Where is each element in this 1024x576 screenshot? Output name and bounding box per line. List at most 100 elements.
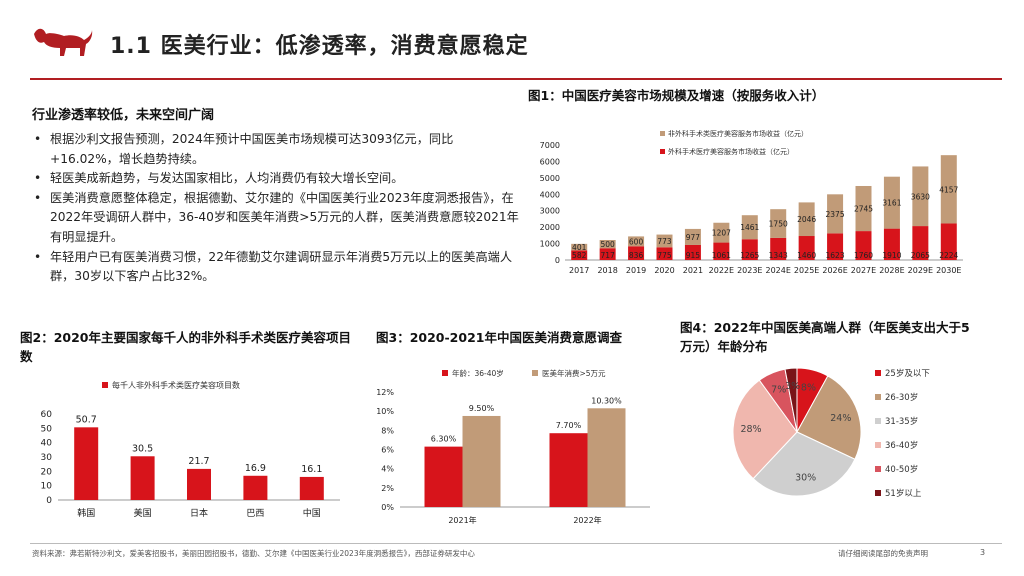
- bar-segment-non-surgical: [599, 240, 616, 249]
- bullet-item: 医美消费意愿整体稳定，根据德勤、艾尔建的《中国医美行业2023年度洞悉报告》，在…: [32, 189, 520, 248]
- x-tick-label: 2030E: [936, 266, 961, 275]
- legend-swatch: [102, 382, 108, 388]
- x-tick-label: 2028E: [879, 266, 904, 275]
- x-tick-label: 2024E: [766, 266, 791, 275]
- bar-segment-surgical: [656, 247, 673, 260]
- legend-label: 40-50岁: [885, 464, 918, 475]
- slice-label: 3%: [785, 381, 800, 392]
- y-tick-label: 30: [41, 453, 53, 463]
- bar-segment-surgical: [770, 237, 787, 260]
- y-tick-label: 4%: [381, 465, 394, 474]
- y-tick-label: 6000: [540, 157, 560, 166]
- bar-segment-surgical: [940, 223, 957, 260]
- data-label: 4157: [939, 185, 958, 194]
- y-tick-label: 6%: [381, 446, 394, 455]
- y-tick-label: 0%: [381, 503, 394, 512]
- legend-label: 年龄：36-40岁: [452, 368, 504, 378]
- y-tick-label: 50: [41, 424, 53, 434]
- bar-segment-surgical: [798, 236, 815, 260]
- bar-segment-non-surgical: [798, 202, 815, 237]
- x-tick-label: 美国: [134, 507, 152, 519]
- data-label: 2046: [797, 215, 816, 224]
- data-label: 50.7: [76, 414, 97, 425]
- bar-segment-non-surgical: [741, 215, 758, 240]
- legend-label: 医美年消费>5万元: [542, 368, 606, 378]
- data-label: 582: [572, 251, 587, 260]
- x-tick-label: 2017: [569, 266, 589, 275]
- data-label: 1750: [769, 220, 788, 229]
- bar-segment-surgical: [855, 231, 872, 260]
- y-tick-label: 0: [46, 496, 52, 506]
- bar: [549, 433, 588, 507]
- data-label: 775: [657, 251, 672, 260]
- data-label: 1061: [712, 251, 731, 260]
- bullet-item: 年轻用户已有医美消费习惯，22年德勤艾尔建调研显示年消费5万元以上的医美高端人群…: [32, 248, 520, 287]
- data-label: 30.5: [132, 443, 153, 454]
- fig2-title: 图2：2020年主要国家每千人的非外科手术类医疗美容项目数: [20, 330, 351, 364]
- slice-label: 28%: [740, 424, 761, 435]
- age-distribution-pie-chart: 8% 25岁及以下 24% 26-30岁 30% 31-35岁 28% 36-40岁 7% 40-…: [732, 367, 930, 499]
- legend-swatch: [875, 442, 881, 448]
- x-tick-label: 2018: [597, 266, 617, 275]
- y-tick-label: 8%: [381, 426, 394, 435]
- legend-swatch: [875, 394, 881, 400]
- pie-slice: [796, 375, 862, 460]
- data-label: 3161: [882, 199, 901, 208]
- bar-segment-non-surgical: [855, 185, 872, 232]
- slice-label: 8%: [801, 382, 816, 393]
- x-tick-label: 巴西: [246, 508, 264, 519]
- pie-slice: [732, 379, 798, 480]
- y-tick-label: 20: [41, 467, 53, 477]
- bar-segment-non-surgical: [571, 243, 588, 251]
- page-title: 1.1 医美行业：低渗透率，消费意愿稳定: [110, 34, 529, 59]
- y-tick-label: 3000: [540, 207, 560, 216]
- data-label: 2224: [939, 251, 958, 260]
- data-label: 836: [629, 251, 644, 260]
- x-tick-label: 韩国: [77, 507, 95, 519]
- bar-segment-surgical: [599, 248, 616, 260]
- data-label: 16.1: [301, 464, 322, 475]
- bar-segment-non-surgical: [656, 234, 673, 248]
- bullet-list: 根据沙利文报告预测，2024年预计中国医美市场规模可达3093亿元，同比+16.…: [32, 130, 520, 287]
- legend-swatch: [875, 490, 881, 496]
- data-label: 2375: [826, 210, 845, 219]
- data-label: 9.50%: [469, 404, 495, 413]
- y-tick-label: 12%: [376, 388, 394, 397]
- data-label: 915: [686, 251, 701, 260]
- title-divider: [30, 78, 1002, 80]
- data-label: 7.70%: [556, 421, 582, 430]
- pie-slice: [784, 367, 798, 433]
- bar: [130, 456, 155, 500]
- consumption-willingness-chart: 年龄：36-40岁 医美年消费>5万元 0% 2% 4% 6% 8% 10% 12% 6.30% 9…: [376, 368, 650, 525]
- data-label: 401: [572, 243, 587, 252]
- bar: [74, 427, 99, 500]
- data-label: 2745: [854, 205, 873, 214]
- pie-slice: [752, 431, 856, 497]
- bar-segment-non-surgical: [713, 222, 730, 243]
- bar-segment-non-surgical: [827, 194, 844, 234]
- y-tick-label: 10: [41, 482, 53, 492]
- slice-label: 30%: [795, 472, 816, 483]
- footer-disclaimer-note: 请仔细阅读尾部的免责声明: [838, 549, 928, 558]
- x-tick-label: 2021年: [448, 515, 476, 525]
- bar-segment-surgical: [883, 228, 900, 260]
- y-tick-label: 2%: [381, 484, 394, 493]
- x-tick-label: 2025E: [794, 266, 819, 275]
- data-label: 1461: [740, 223, 759, 232]
- fig1-title: 图1：中国医疗美容市场规模及增速（按服务收入计）: [528, 88, 825, 103]
- bar-segment-surgical: [571, 250, 588, 260]
- x-tick-label: 2027E: [851, 266, 876, 275]
- legend-label: 外科手术医疗美容服务市场收益（亿元）: [668, 147, 794, 156]
- fig3-title: 图3：2020-2021年中国医美消费意愿调查: [376, 330, 622, 345]
- bar: [462, 415, 501, 507]
- bull-logo-icon: [34, 28, 93, 56]
- data-label: 717: [600, 251, 615, 260]
- slice-label: 7%: [771, 385, 786, 396]
- x-tick-label: 2019: [626, 266, 646, 275]
- footer-source: 资料来源：弗若斯特沙利文，爱美客招股书，美丽田园招股书，德勤、艾尔建《中国医美行…: [32, 549, 475, 558]
- y-tick-label: 40: [41, 439, 53, 449]
- footer-divider: [30, 543, 1002, 544]
- bar-segment-non-surgical: [770, 209, 787, 238]
- bar-segment-surgical: [713, 242, 730, 260]
- country-procedures-chart: 每千人非外科手术类医疗美容项目数 0 10 20 30 40 50 60 50.7 韩国 30.5 美…: [41, 380, 340, 519]
